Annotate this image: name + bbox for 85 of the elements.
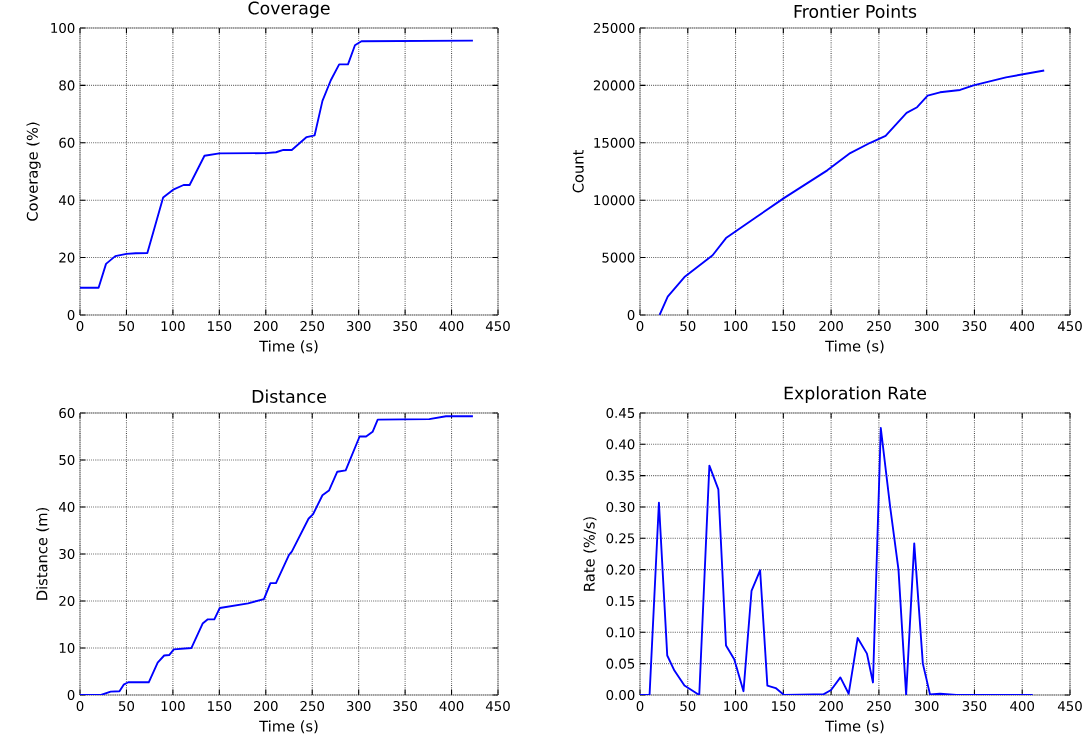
y-tick-label: 0.45 [606,407,635,419]
y-tick-label: 40 [58,501,75,513]
x-tick-label: 250 [867,321,891,332]
x-tick-label: 450 [1057,701,1082,712]
x-tick-label: 300 [346,321,371,332]
x-tick-label: 300 [346,701,371,712]
y-tick-label: 0.30 [606,501,635,513]
y-tick-label: 20 [59,252,75,263]
y-tick-label: 80 [59,80,75,91]
y-tick-label: 30 [59,548,75,560]
y-axis-title: Rate (%/s) [583,517,597,591]
line-series [80,415,474,695]
x-tick-label: 300 [914,321,939,332]
x-tick-label: 50 [680,321,696,332]
x-tick-label: 250 [867,701,891,712]
x-tick-label: 350 [962,321,987,332]
x-tick-label: 150 [208,701,232,712]
x-axis-title: Time (s) [259,340,318,354]
x-axis-title: Time (s) [259,720,318,734]
x-tick-label: 350 [393,701,417,712]
x-tick-label: 400 [1010,701,1035,712]
x-tick-label: 200 [254,321,278,332]
y-tick-label: 0 [67,689,75,701]
x-tick-label: 350 [393,321,417,332]
x-tick-label: 350 [962,701,987,712]
y-tick-label: 40 [58,195,75,206]
y-axis-title: Distance (m) [36,508,50,600]
x-tick-label: 250 [300,321,325,332]
y-tick-label: 10 [59,642,75,654]
x-tick-label: 200 [819,321,843,332]
x-tick-label: 100 [724,321,748,332]
y-tick-label: 0.40 [606,439,635,450]
chart-title: Frontier Points [794,4,917,18]
y-tick-label: 0.10 [606,627,635,638]
x-tick-label: 50 [680,701,696,712]
x-tick-label: 150 [772,321,796,332]
x-tick-label: 400 [439,701,464,712]
chart-title: Distance [252,389,326,403]
x-tick-label: 400 [1010,321,1035,332]
y-tick-label: 25000 [593,22,635,34]
y-tick-label: 20 [59,595,75,607]
x-tick-label: 250 [300,701,325,712]
y-tick-label: 0.05 [606,658,635,669]
line-series [658,69,1046,315]
y-tick-label: 0 [627,309,635,321]
x-tick-label: 150 [772,701,796,712]
y-tick-label: 0 [67,309,75,321]
y-tick-label: 10000 [594,195,635,206]
y-tick-label: 100 [51,22,75,34]
x-tick-label: 50 [118,321,135,332]
y-axis-title: Coverage (%) [26,122,41,221]
y-tick-label: 0.15 [606,595,635,607]
y-tick-label: 60 [59,407,75,419]
x-tick-label: 0 [636,321,644,332]
x-tick-label: 0 [76,701,84,712]
y-tick-label: 50 [59,454,75,466]
x-tick-label: 200 [819,701,843,712]
y-tick-label: 0.25 [606,533,635,544]
y-tick-label: 0.20 [606,564,635,575]
chart-title: Coverage [248,1,330,18]
x-tick-label: 0 [76,321,84,332]
y-axis-title: Count [572,150,584,193]
y-tick-label: 20000 [593,80,635,91]
line-series [640,427,1034,695]
y-tick-label: 5000 [602,252,635,263]
x-tick-label: 150 [208,321,232,332]
y-tick-label: 0.35 [606,470,635,481]
y-tick-label: 0.00 [606,689,635,701]
x-tick-label: 50 [118,701,135,712]
y-tick-label: 15000 [594,137,635,148]
x-tick-label: 100 [161,321,185,332]
x-tick-label: 300 [914,701,939,712]
x-tick-label: 450 [485,701,510,712]
y-tick-label: 60 [59,137,75,148]
x-axis-title: Time (s) [825,340,884,354]
x-tick-label: 100 [161,701,185,712]
line-series [80,39,474,289]
x-tick-label: 450 [485,321,510,332]
x-tick-label: 450 [1057,321,1082,332]
x-tick-label: 400 [439,321,464,332]
x-axis-title: Time (s) [825,720,884,734]
x-tick-label: 0 [636,701,644,712]
chart-title: Exploration Rate [784,386,927,403]
x-tick-label: 200 [254,701,278,712]
x-tick-label: 100 [724,701,748,712]
